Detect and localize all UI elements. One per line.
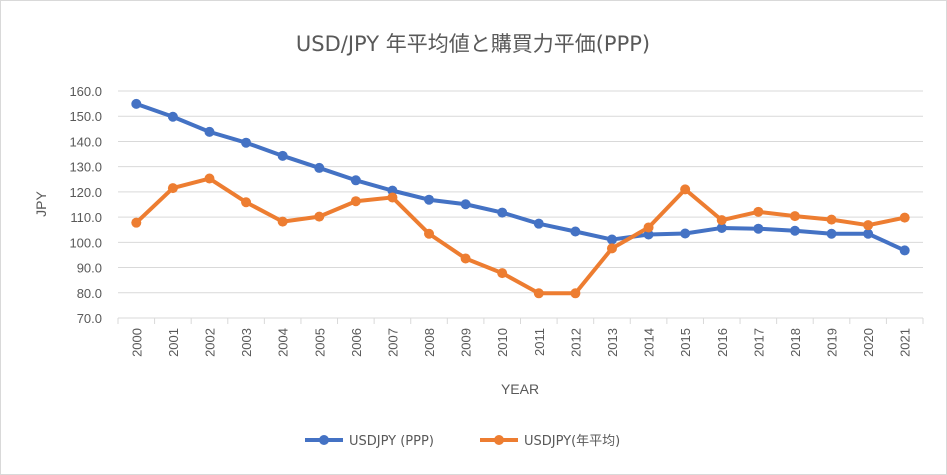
data-point xyxy=(533,218,544,229)
series-line xyxy=(134,176,907,296)
data-point xyxy=(570,226,581,237)
y-tick-label: 130.0 xyxy=(69,160,102,175)
data-point xyxy=(460,199,471,210)
series-ppp xyxy=(131,98,910,256)
x-tick-label: 2020 xyxy=(861,328,876,357)
data-point xyxy=(753,223,764,234)
data-point xyxy=(314,162,325,173)
data-point xyxy=(789,225,800,236)
data-point xyxy=(606,243,617,254)
y-tick-label: 150.0 xyxy=(69,109,102,124)
series-annual-average xyxy=(131,173,910,299)
plot-series xyxy=(131,98,910,299)
data-point xyxy=(497,268,508,279)
x-tick-label: 2001 xyxy=(166,328,181,357)
data-point xyxy=(167,183,178,194)
y-tick-label: 120.0 xyxy=(69,185,102,200)
y-tick-label: 80.0 xyxy=(77,286,102,301)
data-point xyxy=(241,197,252,208)
y-axis: 70.0 80.0 90.0 100.0 110.0 120.0 130.0 140.0 150… xyxy=(69,84,102,326)
data-point xyxy=(899,245,910,256)
y-tick-label: 90.0 xyxy=(77,261,102,276)
data-point xyxy=(826,214,837,225)
x-tick-label: 2019 xyxy=(825,328,840,357)
data-point xyxy=(533,288,544,299)
x-tick-label: 2006 xyxy=(349,328,364,357)
legend-swatch-marker xyxy=(319,435,329,445)
x-tick-label: 2012 xyxy=(568,328,583,357)
data-point xyxy=(241,137,252,148)
x-axis: 2000 2001 2002 2003 2004 2005 2006 2007 2008 2009… xyxy=(117,317,924,357)
x-tick-label: 2015 xyxy=(678,328,693,357)
data-point xyxy=(826,228,837,239)
legend-label: USDJPY(年平均) xyxy=(524,434,620,449)
data-point xyxy=(753,206,764,217)
x-tick-label: 2007 xyxy=(385,328,400,357)
x-tick-label: 2005 xyxy=(312,328,327,357)
x-tick-label: 2011 xyxy=(532,328,547,356)
data-point xyxy=(643,222,654,233)
data-point xyxy=(680,184,691,195)
x-tick-label: 2002 xyxy=(202,328,217,357)
data-point xyxy=(570,288,581,299)
data-point xyxy=(716,215,727,226)
data-point xyxy=(204,126,215,137)
x-tick-label: 2009 xyxy=(459,328,474,357)
data-point xyxy=(606,234,617,245)
data-point xyxy=(131,98,142,109)
data-point xyxy=(167,111,178,122)
legend-item: USDJPY(年平均) xyxy=(480,434,620,449)
data-point xyxy=(131,217,142,228)
x-tick-label: 2000 xyxy=(129,328,144,357)
y-axis-title: JPY xyxy=(33,191,49,217)
x-axis-title: YEAR xyxy=(501,381,539,397)
y-tick-label: 140.0 xyxy=(69,134,102,149)
chart-title: USD/JPY 年平均値と購買力平価(PPP) xyxy=(296,32,650,56)
data-point xyxy=(460,253,471,264)
x-tick-label: 2018 xyxy=(788,328,803,357)
data-point xyxy=(350,175,361,186)
y-tick-label: 110.0 xyxy=(70,210,102,225)
data-point xyxy=(204,173,215,184)
data-point xyxy=(424,194,435,205)
x-tick-label: 2008 xyxy=(422,328,437,357)
legend-swatch-marker xyxy=(494,435,504,445)
data-point xyxy=(277,216,288,227)
data-point xyxy=(277,150,288,161)
data-point xyxy=(424,228,435,239)
x-tick-label: 2014 xyxy=(642,328,657,357)
legend-item: USDJPY (PPP) xyxy=(305,434,434,449)
data-point xyxy=(680,228,691,239)
data-point xyxy=(387,192,398,203)
data-point xyxy=(899,212,910,223)
data-point xyxy=(789,211,800,222)
y-tick-label: 100.0 xyxy=(69,235,102,250)
legend: USDJPY (PPP) USDJPY(年平均) xyxy=(305,434,620,449)
data-point xyxy=(643,229,654,240)
legend-label: USDJPY (PPP) xyxy=(349,434,434,449)
x-tick-label: 2021 xyxy=(898,328,913,357)
data-point xyxy=(350,196,361,207)
x-tick-label: 2010 xyxy=(495,328,510,357)
data-point xyxy=(863,220,874,231)
data-point xyxy=(716,222,727,233)
x-tick-label: 2013 xyxy=(605,328,620,357)
data-point xyxy=(314,211,325,222)
x-tick-label: 2016 xyxy=(715,328,730,357)
x-tick-label: 2003 xyxy=(239,328,254,357)
data-point xyxy=(497,207,508,218)
x-tick-label: 2017 xyxy=(751,328,766,357)
y-tick-label: 160.0 xyxy=(69,84,102,99)
series-line xyxy=(134,101,907,253)
y-tick-label: 70.0 xyxy=(77,311,102,326)
data-point xyxy=(863,228,874,239)
x-tick-label: 2004 xyxy=(276,328,291,357)
